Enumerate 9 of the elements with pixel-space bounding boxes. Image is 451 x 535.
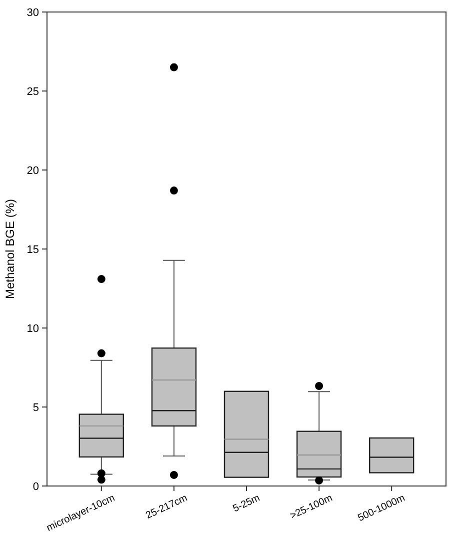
y-tick-label: 20 bbox=[26, 164, 39, 177]
y-tick-label: 30 bbox=[26, 6, 39, 19]
y-tick-label: 25 bbox=[26, 86, 39, 98]
y-tick-label: 5 bbox=[32, 402, 39, 414]
y-tick-label: 15 bbox=[26, 244, 39, 256]
y-tick-label: 0 bbox=[32, 480, 39, 493]
y-tick-label: 10 bbox=[26, 322, 39, 335]
x-tick-label: 5-25m bbox=[231, 492, 262, 515]
y-axis-title: Methanol BGE (%) bbox=[3, 198, 17, 300]
